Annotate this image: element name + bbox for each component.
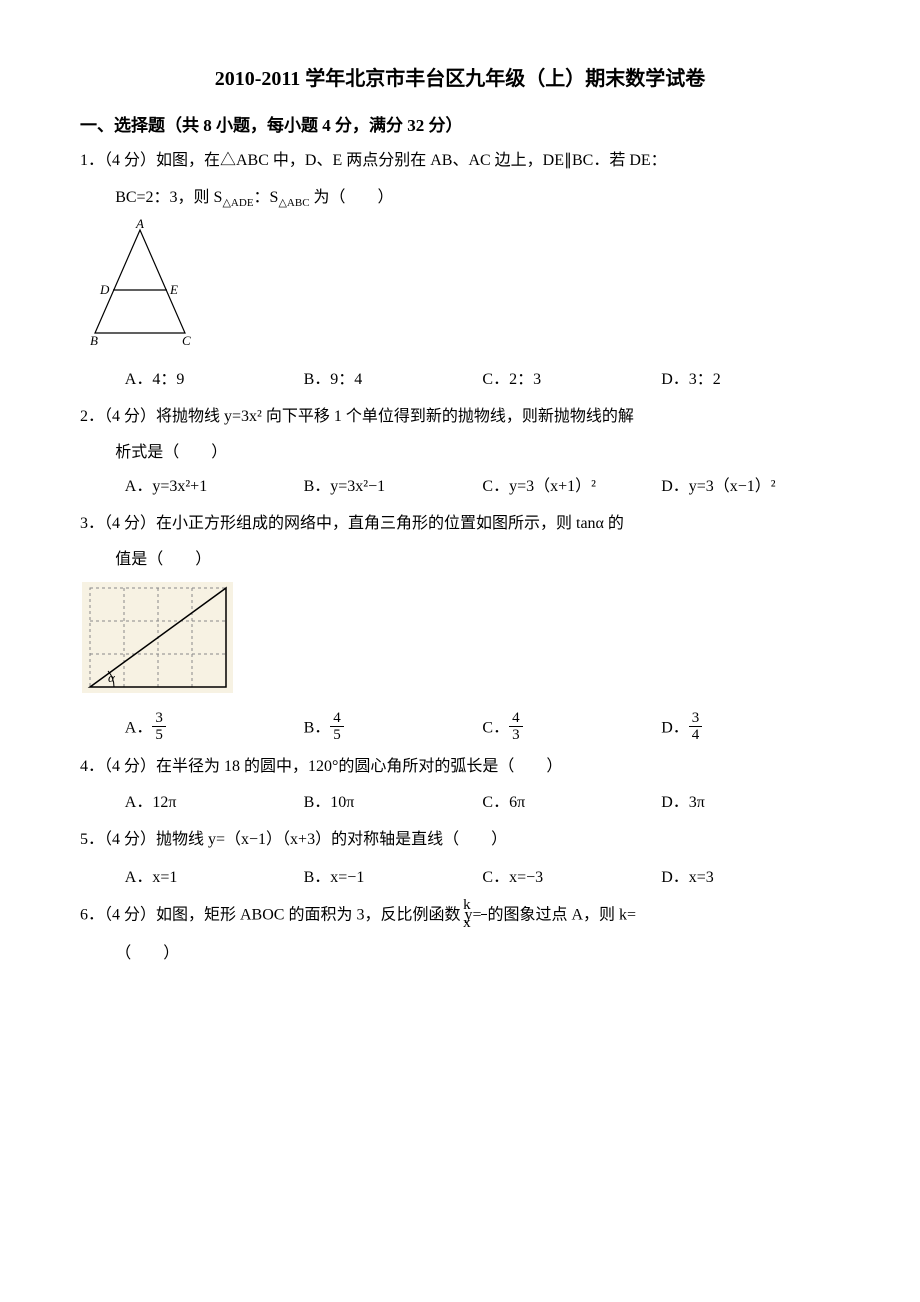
page-title: 2010-2011 学年北京市丰台区九年级（上）期末数学试卷 [80, 60, 840, 98]
q3-optD-label: D． [661, 720, 689, 737]
question-4: 4．（4 分）在半径为 18 的圆中，120°的圆心角所对的弧长是（ ） [80, 752, 840, 782]
q1-sub1: △ADE [222, 197, 253, 209]
q5-optB: B．x=−1 [304, 863, 483, 893]
svg-text:A: A [135, 218, 144, 231]
q6-pre: 6．（4 分）如图，矩形 ABOC 的面积为 3，反比例函数 y= [80, 907, 481, 924]
q1-optC: C．2：3 [482, 365, 661, 395]
q3-figure: α [80, 580, 840, 706]
q1-text2-post: 为（ ） [310, 189, 394, 206]
q3-options: A．35 B．45 C．43 D．34 [80, 712, 840, 746]
q2-optB: B．y=3x²−1 [304, 472, 483, 502]
q3-optB: B．45 [304, 712, 483, 746]
question-3: 3．（4 分）在小正方形组成的网络中，直角三角形的位置如图所示，则 tanα 的 [80, 509, 840, 539]
svg-text:E: E [169, 282, 178, 297]
q6-post: 的图象过点 A，则 k= [487, 907, 636, 924]
question-6: 6．（4 分）如图，矩形 ABOC 的面积为 3，反比例函数 y=kx的图象过点… [80, 899, 840, 933]
q6-line2: （ ） [80, 939, 840, 969]
q2-optD: D．y=3（x−1）² [661, 472, 840, 502]
svg-text:C: C [182, 333, 191, 348]
q4-options: A．12π B．10π C．6π D．3π [80, 788, 840, 818]
q3-optA: A．35 [125, 712, 304, 746]
q5-optD: D．x=3 [661, 863, 840, 893]
q1-optA: A．4：9 [125, 365, 304, 395]
q3-line2: 值是（ ） [80, 545, 840, 575]
q5-optA: A．x=1 [125, 863, 304, 893]
q2-optA: A．y=3x²+1 [125, 472, 304, 502]
q1-optD: D．3：2 [661, 365, 840, 395]
q2-line2: 析式是（ ） [80, 438, 840, 468]
q1-text2-pre: BC=2：3，则 S [115, 189, 222, 206]
q1-options: A．4：9 B．9：4 C．2：3 D．3：2 [80, 365, 840, 395]
q1-line2: BC=2：3，则 S△ADE：S△ABC 为（ ） [80, 183, 840, 214]
q1-optB: B．9：4 [304, 365, 483, 395]
q3-optC-label: C． [482, 720, 509, 737]
q4-optB: B．10π [304, 788, 483, 818]
q4-optD: D．3π [661, 788, 840, 818]
svg-text:B: B [90, 333, 98, 348]
q5-options: A．x=1 B．x=−1 C．x=−3 D．x=3 [80, 863, 840, 893]
q4-optC: C．6π [482, 788, 661, 818]
question-5: 5．（4 分）抛物线 y=（x−1）（x+3）的对称轴是直线（ ） [80, 825, 840, 855]
q1-figure: A B C D E [80, 218, 840, 359]
q3-optD: D．34 [661, 712, 840, 746]
q1-colon: ：S [254, 189, 279, 206]
q1-sub2: △ABC [278, 197, 309, 209]
q2-optC: C．y=3（x+1）² [482, 472, 661, 502]
q3-optA-label: A． [125, 720, 153, 737]
question-1: 1．（4 分）如图，在△ABC 中，D、E 两点分别在 AB、AC 边上，DE∥… [80, 146, 840, 176]
q4-optA: A．12π [125, 788, 304, 818]
question-2: 2．（4 分）将抛物线 y=3x² 向下平移 1 个单位得到新的抛物线，则新抛物… [80, 402, 840, 432]
q3-optC: C．43 [482, 712, 661, 746]
q5-optC: C．x=−3 [482, 863, 661, 893]
section-header: 一、选择题（共 8 小题，每小题 4 分，满分 32 分） [80, 110, 840, 142]
q1-text: 1．（4 分）如图，在△ABC 中，D、E 两点分别在 AB、AC 边上，DE∥… [80, 152, 667, 169]
q2-options: A．y=3x²+1 B．y=3x²−1 C．y=3（x+1）² D．y=3（x−… [80, 472, 840, 502]
svg-text:D: D [99, 282, 110, 297]
q3-optB-label: B． [304, 720, 331, 737]
